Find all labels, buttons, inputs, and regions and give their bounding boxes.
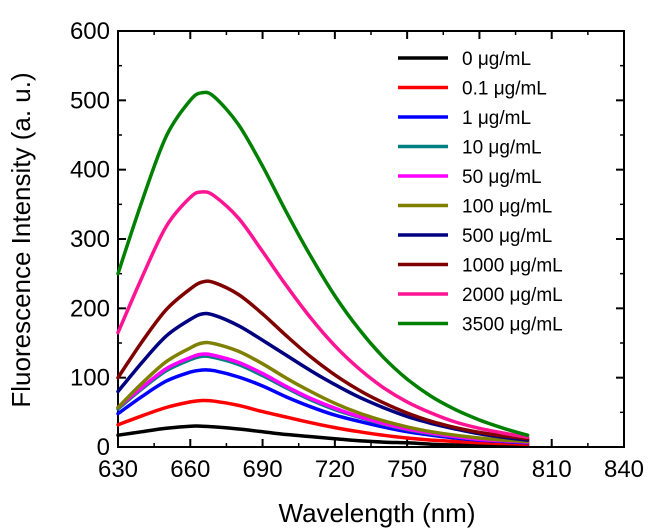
legend-label-7: 1000 μg/mL	[462, 256, 563, 277]
y-tick-label: 500	[70, 87, 110, 114]
series-line-8	[116, 190, 530, 440]
legend-label-2: 1 μg/mL	[462, 108, 531, 129]
x-tick-label: 780	[459, 456, 499, 483]
legend-label-6: 500 μg/mL	[462, 226, 552, 247]
series-line-1	[116, 398, 530, 446]
x-tick-label: 660	[170, 456, 210, 483]
legend-label-0: 0 μg/mL	[462, 49, 531, 70]
legend-label-5: 100 μg/mL	[462, 197, 552, 218]
legend-label-8: 2000 μg/mL	[462, 285, 563, 306]
x-tick-label: 720	[315, 456, 355, 483]
x-tick-label: 630	[98, 456, 138, 483]
x-tick-label: 840	[604, 456, 644, 483]
y-tick-label: 400	[70, 157, 110, 184]
y-tick-label: 0	[97, 434, 110, 461]
legend-label-4: 50 μg/mL	[462, 167, 542, 188]
series-line-9	[116, 90, 530, 437]
x-tick-label: 690	[243, 456, 283, 483]
legend-label-3: 10 μg/mL	[462, 138, 542, 159]
series-line-0	[116, 424, 530, 448]
y-axis-title: Fluorescence Intensity (a. u.)	[6, 72, 36, 407]
legend-label-9: 3500 μg/mL	[462, 315, 563, 336]
y-tick-label: 600	[70, 18, 110, 45]
series-line-5	[116, 340, 530, 444]
x-tick-label: 750	[387, 456, 427, 483]
legend-label-1: 0.1 μg/mL	[462, 79, 547, 100]
y-tick-label: 300	[70, 226, 110, 253]
y-tick-label: 200	[70, 295, 110, 322]
y-tick-label: 100	[70, 365, 110, 392]
x-tick-label: 810	[532, 456, 572, 483]
x-axis-title: Wavelength (nm)	[279, 498, 476, 528]
series-line-7	[116, 279, 530, 441]
